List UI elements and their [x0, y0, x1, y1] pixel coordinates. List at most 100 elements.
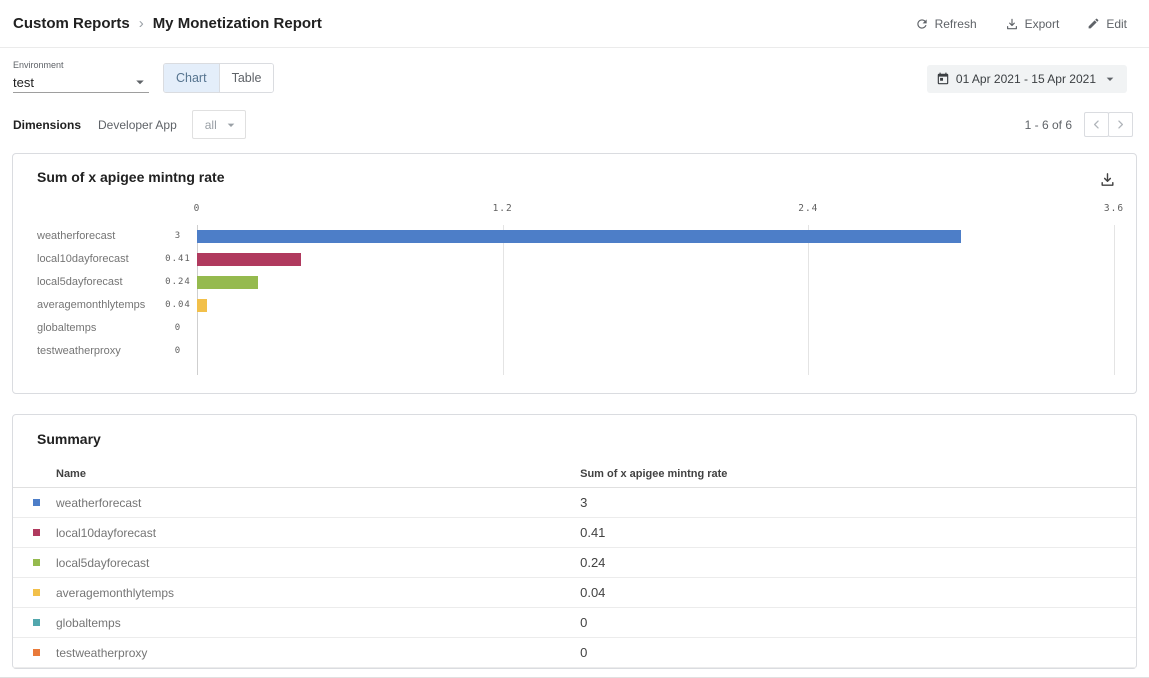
summary-table-header: Name Sum of x apigee mintng rate [13, 460, 1136, 488]
bar-row [197, 340, 1114, 363]
row-name-cell: averagemonthlytemps [13, 586, 580, 600]
chart-download-button[interactable] [1097, 169, 1118, 193]
table-row[interactable]: averagemonthlytemps 0.04 [13, 578, 1136, 608]
row-name-cell: weatherforecast [13, 496, 580, 510]
value-label: 0.24 [165, 277, 191, 287]
bar-row [197, 271, 1114, 294]
tab-table[interactable]: Table [218, 64, 274, 92]
value-label: 0 [174, 346, 182, 356]
dimension-developer-app-label: Developer App [98, 117, 177, 132]
bar-chart: weatherforecast local10dayforecast local… [13, 203, 1136, 393]
chart-title: Sum of x apigee mintng rate [37, 169, 225, 185]
row-name-cell: globaltemps [13, 616, 580, 630]
category-label: weatherforecast [37, 230, 116, 242]
series-marker [33, 649, 40, 656]
category-axis: weatherforecast local10dayforecast local… [37, 225, 159, 375]
table-row[interactable]: local5dayforecast 0.24 [13, 548, 1136, 578]
developer-app-filter-dropdown[interactable]: all [191, 110, 246, 139]
table-row[interactable]: weatherforecast 3 [13, 488, 1136, 518]
download-icon [1099, 171, 1116, 188]
category-label: local5dayforecast [37, 276, 123, 288]
tab-chart[interactable]: Chart [164, 64, 219, 92]
row-name: testweatherproxy [56, 645, 148, 660]
bar-plot: 0 1.2 2.4 3.6 [194, 203, 1123, 375]
row-name-cell: testweatherproxy [13, 646, 580, 660]
series-marker [33, 619, 40, 626]
pagination-next-button[interactable] [1108, 112, 1133, 137]
export-label: Export [1024, 16, 1060, 31]
category-label: local10dayforecast [37, 253, 129, 265]
row-name: weatherforecast [56, 495, 142, 510]
filter-selected-value: all [204, 117, 217, 132]
table-row[interactable]: testweatherproxy 0 [13, 638, 1136, 668]
date-range-picker[interactable]: 01 Apr 2021 - 15 Apr 2021 [926, 65, 1127, 93]
x-tick: 0 [193, 203, 201, 214]
export-icon [1005, 17, 1019, 31]
dimensions-bar: Dimensions Developer App all 1 - 6 of 6 [0, 93, 1149, 153]
row-name: averagemonthlytemps [56, 585, 175, 600]
category-label: testweatherproxy [37, 345, 121, 357]
column-header-name: Name [56, 467, 86, 480]
category-label: averagemonthlytemps [37, 299, 146, 311]
environment-label: Environment [13, 60, 64, 70]
bar-row [197, 317, 1114, 340]
row-value: 0.04 [580, 585, 606, 600]
row-name: globaltemps [56, 615, 121, 630]
x-tick: 1.2 [492, 203, 513, 214]
value-axis: 3 0.41 0.24 0.04 0 0 [159, 225, 197, 375]
refresh-label: Refresh [934, 16, 977, 31]
x-tick: 3.6 [1103, 203, 1125, 214]
chevron-down-icon [131, 73, 149, 91]
pagination-range: 1 - 6 of 6 [1024, 117, 1072, 132]
value-label: 0.04 [165, 300, 191, 310]
gridline [808, 225, 810, 375]
table-row[interactable]: globaltemps 0 [13, 608, 1136, 638]
x-axis-ticks: 0 1.2 2.4 3.6 [193, 203, 1123, 217]
breadcrumb-separator-icon: › [138, 15, 144, 32]
summary-card: Summary Name Sum of x apigee mintng rate… [12, 414, 1137, 669]
x-tick: 2.4 [798, 203, 819, 214]
value-label: 3 [174, 231, 182, 241]
series-marker [33, 589, 40, 596]
export-button[interactable]: Export [1005, 16, 1060, 31]
bar-row [197, 248, 1114, 271]
header-actions: Refresh Export Edit [915, 17, 1127, 31]
series-marker [33, 529, 40, 536]
dimensions-label: Dimensions [13, 117, 82, 132]
chevron-down-icon [223, 117, 239, 133]
edit-pencil-icon [1087, 17, 1100, 30]
date-range-value: 01 Apr 2021 - 15 Apr 2021 [955, 72, 1096, 86]
bar-row [197, 225, 1114, 248]
bar[interactable] [197, 299, 208, 312]
category-label: globaltemps [37, 322, 97, 334]
breadcrumb-custom-reports[interactable]: Custom Reports [13, 15, 130, 32]
chart-card: Sum of x apigee mintng rate weatherforec… [12, 153, 1137, 394]
edit-label: Edit [1106, 16, 1127, 31]
bar[interactable] [197, 276, 259, 289]
view-toggle: Chart Table [163, 63, 275, 93]
bar-row [197, 294, 1114, 317]
row-value: 0 [580, 615, 588, 630]
table-row[interactable]: local10dayforecast 0.41 [13, 518, 1136, 548]
row-value: 0.24 [580, 555, 606, 570]
bar[interactable] [197, 253, 302, 266]
bar[interactable] [197, 230, 962, 243]
gridline [1114, 225, 1115, 375]
row-value: 3 [580, 495, 588, 510]
environment-select[interactable]: Environment test [13, 60, 149, 93]
row-name-cell: local5dayforecast [13, 556, 580, 570]
row-value: 0.41 [580, 525, 606, 540]
chart-card-header: Sum of x apigee mintng rate [13, 154, 1136, 193]
row-name: local5dayforecast [56, 555, 150, 570]
row-name: local10dayforecast [56, 525, 157, 540]
row-name-cell: local10dayforecast [13, 526, 580, 540]
pagination-prev-button[interactable] [1084, 112, 1109, 137]
breadcrumb-report-title: My Monetization Report [152, 15, 322, 32]
refresh-icon [915, 17, 929, 31]
environment-value: test [13, 74, 34, 90]
summary-title: Summary [37, 431, 101, 447]
edit-button[interactable]: Edit [1087, 17, 1127, 31]
breadcrumb: Custom Reports › My Monetization Report [13, 15, 322, 32]
refresh-button[interactable]: Refresh [915, 17, 977, 31]
